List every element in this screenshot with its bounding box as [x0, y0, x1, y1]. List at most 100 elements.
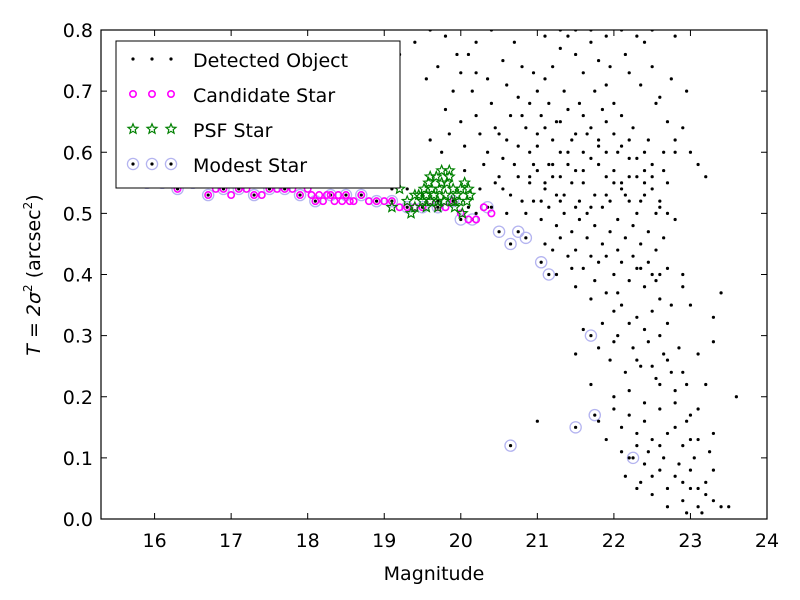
- data-point: [619, 113, 624, 118]
- data-point: [639, 83, 643, 87]
- legend-label: Modest Star: [193, 155, 307, 177]
- data-point: [387, 197, 396, 206]
- legend-marker: [164, 122, 178, 135]
- x-tick-label: 21: [525, 530, 549, 552]
- data-point: [543, 34, 547, 38]
- data-point: [589, 126, 593, 130]
- data-point: [600, 205, 605, 209]
- data-point: [257, 191, 266, 200]
- data-point: [463, 144, 467, 148]
- y-axis-label: T = 2σ2(arcsec2): [21, 194, 45, 355]
- data-point: [535, 89, 539, 93]
- legend-marker: [169, 57, 173, 61]
- y-tick-label: 0.3: [63, 326, 93, 348]
- data-point: [662, 168, 666, 173]
- data-point: [584, 329, 598, 342]
- data-point: [385, 200, 399, 213]
- data-point: [635, 211, 639, 215]
- data-point: [665, 486, 670, 491]
- legend-item: PSF Star: [126, 120, 273, 142]
- data-point: [589, 382, 593, 387]
- data-point: [562, 89, 566, 93]
- data-point: [642, 193, 647, 197]
- data-point: [673, 425, 677, 429]
- data-point: [341, 191, 350, 200]
- data-point: [604, 291, 608, 295]
- data-point: [673, 389, 677, 393]
- data-point: [635, 156, 639, 160]
- data-point-center: [206, 193, 210, 197]
- data-point: [612, 272, 616, 277]
- data-point: [589, 297, 593, 301]
- data-point: [665, 211, 670, 215]
- data-point: [589, 205, 593, 209]
- data-point: [524, 126, 528, 130]
- data-point: [554, 193, 559, 197]
- data-point: [574, 168, 578, 173]
- data-point: [520, 113, 524, 118]
- data-point: [685, 382, 689, 387]
- data-point: [442, 169, 456, 183]
- data-point: [604, 175, 608, 179]
- data-point: [497, 175, 501, 179]
- data-point: [681, 370, 685, 374]
- x-axis: 16 17 18 19 20 21 22 23 24: [142, 30, 779, 552]
- data-point: [704, 382, 708, 387]
- data-point: [535, 144, 539, 148]
- data-point: [658, 95, 662, 99]
- data-point: [619, 181, 624, 185]
- data-point: [334, 191, 343, 200]
- x-tick-label: 22: [602, 530, 626, 552]
- data-point: [696, 486, 700, 491]
- data-point: [639, 364, 643, 368]
- data-point: [581, 266, 585, 270]
- legend-marker: [150, 57, 154, 61]
- data-point: [489, 205, 494, 209]
- data-point: [543, 77, 547, 81]
- data-point: [534, 256, 548, 269]
- y-tick-label: 0.4: [63, 265, 93, 287]
- data-point: [404, 206, 418, 219]
- data-point: [551, 248, 555, 252]
- data-point: [627, 199, 631, 203]
- data-point: [296, 191, 305, 200]
- y-tick-label: 0.0: [63, 509, 93, 531]
- data-point-center: [497, 230, 501, 234]
- data-point: [542, 268, 556, 281]
- legend-box: [115, 40, 401, 189]
- data-point: [577, 217, 582, 222]
- data-point: [623, 474, 627, 478]
- data-point-center: [508, 242, 513, 246]
- data-point: [616, 217, 620, 222]
- data-point: [204, 191, 213, 200]
- data-point-center: [359, 193, 363, 197]
- data-point: [562, 193, 566, 197]
- data-point: [422, 176, 436, 189]
- data-point: [558, 120, 562, 124]
- data-point: [558, 199, 562, 203]
- data-point: [512, 40, 516, 44]
- data-point: [646, 450, 650, 454]
- data-point: [570, 266, 574, 270]
- data-point: [619, 450, 624, 454]
- data-point: [593, 279, 597, 283]
- data-point: [650, 309, 654, 313]
- data-point: [646, 138, 650, 142]
- data-point: [370, 194, 383, 208]
- data-point: [685, 419, 689, 423]
- x-tick-label: 16: [142, 530, 166, 552]
- data-point: [635, 431, 639, 436]
- legend-label: Candidate Star: [193, 85, 335, 107]
- data-point: [501, 187, 505, 191]
- data-point: [531, 162, 536, 167]
- data-point: [593, 193, 597, 197]
- data-point: [531, 199, 536, 203]
- data-point: [612, 101, 616, 105]
- data-point: [349, 197, 358, 206]
- legend-marker: [129, 90, 138, 99]
- data-point: [711, 499, 716, 503]
- data-point: [688, 468, 693, 472]
- legend-label: Detected Object: [193, 50, 348, 72]
- data-point: [650, 474, 654, 478]
- data-point: [688, 437, 693, 442]
